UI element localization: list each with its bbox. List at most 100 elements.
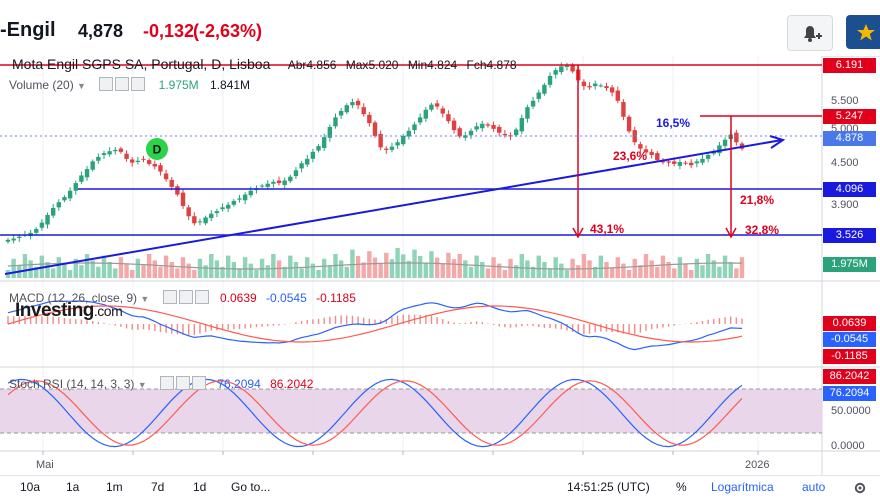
volume-bar: [316, 270, 321, 278]
volume-bar: [158, 266, 163, 278]
last-price-tag: 4.878: [823, 131, 876, 146]
range-1y-button[interactable]: 1a: [66, 480, 80, 494]
gear-icon[interactable]: [178, 290, 193, 304]
candle-body: [310, 151, 316, 159]
volume-bar: [519, 254, 524, 278]
range-7d-button[interactable]: 7d: [151, 480, 165, 494]
volume-bar: [22, 254, 28, 278]
watchlist-star-button[interactable]: [846, 15, 880, 49]
chart-canvas[interactable]: D: [0, 56, 880, 475]
volume-bar: [485, 268, 491, 278]
price-scale-label: 4.500: [831, 157, 859, 169]
volume-bar: [50, 268, 56, 278]
chevron-down-icon[interactable]: ▼: [137, 380, 147, 390]
volume-bar: [711, 260, 716, 278]
volume-bar: [468, 266, 474, 278]
candle-body: [135, 160, 141, 163]
volume-indicator-name: Volume (20): [9, 78, 74, 92]
volume-bar: [214, 260, 220, 278]
volume-bar: [480, 262, 485, 278]
candle-body: [559, 66, 564, 73]
candle-body: [39, 222, 45, 228]
candle-body: [282, 180, 287, 185]
candle-body: [536, 92, 541, 99]
volume-bar: [576, 265, 581, 278]
candle-body: [276, 180, 282, 184]
candle-body: [169, 179, 174, 187]
close-icon[interactable]: [192, 376, 207, 390]
candle-body: [717, 145, 722, 154]
candle-body: [214, 211, 220, 214]
chevron-down-icon[interactable]: ▼: [140, 294, 150, 304]
volume-bar: [344, 266, 349, 278]
candle-body: [203, 217, 208, 224]
candle-body: [107, 151, 112, 155]
volume-bar: [722, 255, 728, 278]
candle-body: [288, 176, 293, 182]
candle-body: [316, 146, 321, 151]
eye-icon[interactable]: [162, 290, 177, 304]
last-price: 4,878: [78, 21, 124, 41]
macd-hist-tag: 0.0639: [823, 316, 876, 331]
candle-body: [694, 161, 700, 164]
event-badge[interactable]: [146, 138, 168, 160]
volume-bar: [276, 260, 282, 278]
volume-bar: [739, 257, 745, 278]
go-to-date-button[interactable]: Go to...: [231, 480, 271, 494]
eye-icon[interactable]: [160, 376, 175, 390]
gear-icon[interactable]: [176, 376, 191, 390]
candle-body: [209, 213, 214, 219]
candle-body: [367, 114, 372, 124]
volume-bar: [717, 266, 722, 278]
candle-body: [226, 204, 231, 209]
volume-bar: [231, 262, 237, 278]
candle-body: [73, 183, 78, 191]
add-alert-button[interactable]: [787, 15, 833, 51]
candle-body: [643, 149, 649, 153]
candle-body: [248, 190, 253, 196]
stoch-legend: Stoch RSI (14, 14, 3, 3) ▼ 76.2094 86.20…: [9, 376, 313, 391]
candle-body: [355, 100, 361, 106]
candle-body: [321, 137, 327, 148]
volume-bar: [101, 255, 107, 278]
candle-body: [231, 200, 237, 205]
candle-body: [350, 102, 355, 106]
volume-bar: [130, 270, 135, 278]
candle-body: [293, 170, 299, 177]
gear-icon[interactable]: [853, 481, 867, 495]
range-1d-button[interactable]: 1d: [193, 480, 207, 494]
candle-body: [412, 124, 417, 131]
volume-bar: [146, 254, 152, 278]
volume-bars: [5, 248, 745, 278]
high-value: 5.020: [368, 58, 399, 72]
close-icon[interactable]: [131, 77, 146, 91]
volume-bar: [361, 262, 366, 278]
support-tag: 3.526: [823, 228, 876, 243]
candles: [5, 62, 745, 244]
percent-scale-toggle[interactable]: %: [676, 480, 687, 494]
auto-scale-toggle[interactable]: auto: [802, 480, 826, 494]
candle-body: [389, 146, 395, 150]
candle-body: [327, 126, 333, 138]
candle-body: [542, 84, 547, 94]
volume-bar: [355, 256, 361, 278]
range-1m-button[interactable]: 1m: [106, 480, 123, 494]
volume-bar: [209, 254, 214, 278]
stoch-k-line: [7, 378, 743, 448]
close-icon[interactable]: [194, 290, 209, 304]
volume-bar: [547, 268, 553, 278]
range-10y-button[interactable]: 10a: [20, 480, 41, 494]
volume-bar: [338, 260, 344, 278]
candle-body: [265, 183, 270, 187]
candle-body: [130, 159, 135, 163]
candle-body: [457, 128, 462, 137]
chart-area[interactable]: D Mota Engil SGPS SA, Portugal, D, Lisbo…: [0, 56, 880, 475]
candle-body: [141, 158, 146, 160]
log-scale-toggle[interactable]: Logarítmica: [711, 480, 774, 494]
volume-bar: [141, 265, 146, 278]
stoch-k-tag: 76.2094: [823, 386, 876, 401]
gear-icon[interactable]: [115, 77, 130, 91]
clock-time: 14:51:25 (UTC): [567, 480, 650, 494]
eye-icon[interactable]: [99, 77, 114, 91]
chevron-down-icon[interactable]: ▼: [77, 81, 86, 91]
